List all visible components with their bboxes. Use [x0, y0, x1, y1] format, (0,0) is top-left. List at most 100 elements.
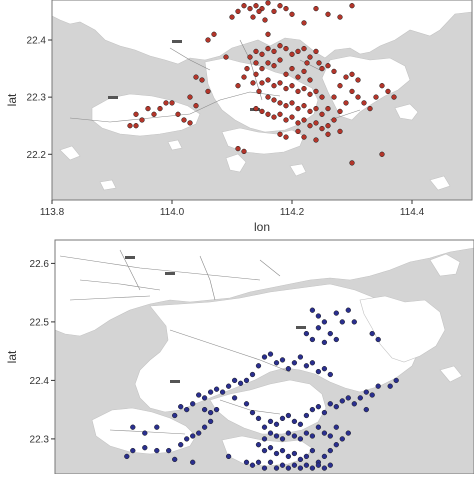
bottom-point: [375, 336, 381, 343]
top-point: [361, 100, 367, 106]
top-x-tick-label: 114.2: [280, 207, 305, 218]
top-point: [343, 74, 349, 80]
top-point: [133, 123, 139, 129]
bottom-point: [339, 436, 345, 442]
top-point: [319, 94, 325, 100]
top-point: [235, 145, 241, 152]
bottom-point: [285, 465, 292, 471]
bottom-map-panel: 22.6 22.5 22.4 22.3 lat: [5, 239, 474, 475]
bottom-point: [130, 447, 136, 454]
top-point: [271, 114, 277, 120]
bottom-point: [207, 409, 214, 416]
bottom-point: [333, 404, 339, 410]
top-road-network: [69, 39, 361, 123]
bottom-point: [207, 418, 214, 425]
bottom-point: [309, 406, 316, 413]
top-map-panel: 22.4 22.3 22.2 113.8 114.0 114.2 114.4 lat lon: [5, 0, 473, 234]
bottom-y-axis-title: lat: [5, 350, 19, 363]
top-point: [277, 43, 283, 49]
bottom-point: [321, 409, 328, 416]
bottom-point: [309, 336, 316, 343]
top-point: [349, 3, 355, 9]
top-point: [289, 83, 295, 89]
bottom-point: [333, 336, 339, 343]
top-point: [295, 105, 301, 112]
top-x-axis-title: lon: [254, 220, 270, 234]
top-point: [271, 48, 277, 55]
bottom-point: [315, 325, 322, 331]
bottom-point: [309, 360, 316, 366]
top-point: [295, 128, 301, 135]
top-point: [256, 88, 262, 95]
top-point: [307, 108, 313, 115]
bottom-point: [303, 430, 310, 436]
bottom-map-label-1: [125, 256, 135, 259]
top-point: [265, 111, 271, 117]
bottom-point: [184, 436, 190, 442]
top-point: [271, 63, 277, 69]
bottom-point: [309, 465, 316, 471]
top-point: [253, 71, 259, 77]
top-point: [295, 88, 301, 95]
top-point: [319, 111, 325, 117]
bottom-point: [178, 404, 184, 410]
top-point: [349, 88, 355, 95]
top-point: [301, 117, 307, 123]
top-point: [301, 20, 307, 26]
top-point: [241, 3, 247, 9]
bottom-point: [297, 354, 304, 360]
top-point: [283, 45, 289, 52]
top-point: [247, 54, 253, 60]
top-point: [250, 80, 256, 86]
top-point: [283, 103, 289, 109]
bottom-point: [333, 424, 339, 430]
top-point: [301, 103, 307, 109]
top-point: [355, 94, 361, 100]
bottom-point: [249, 371, 256, 378]
bottom-point: [285, 430, 292, 436]
top-point: [244, 65, 250, 72]
top-landmass-hk-island: [221, 127, 305, 155]
top-point: [283, 117, 289, 123]
bottom-point: [261, 447, 268, 454]
top-point: [313, 105, 319, 112]
bottom-point: [267, 430, 274, 436]
top-y-tick-label: 22.2: [27, 150, 47, 161]
top-point: [271, 83, 277, 89]
bottom-point: [243, 401, 250, 407]
top-point: [283, 5, 289, 12]
top-landmass-islet-se: [99, 179, 117, 191]
top-point: [259, 108, 265, 115]
bottom-landmass-kowloon: [209, 379, 327, 435]
bottom-point: [345, 395, 351, 401]
bottom-point: [237, 380, 244, 386]
bottom-point: [231, 395, 238, 401]
bottom-point: [339, 319, 345, 325]
top-point: [325, 123, 331, 129]
top-point: [295, 120, 301, 126]
top-point: [307, 91, 313, 97]
bottom-y-tick-label: 22.6: [30, 259, 50, 270]
bottom-point: [321, 339, 328, 346]
bottom-point: [285, 412, 292, 419]
bottom-point: [261, 354, 268, 360]
top-point: [127, 123, 133, 129]
bottom-point: [333, 310, 339, 316]
top-point: [313, 137, 319, 143]
top-point: [265, 60, 271, 66]
top-landmass-islet-e2: [429, 175, 451, 191]
top-point: [229, 14, 235, 20]
top-point: [277, 80, 283, 86]
bottom-point: [291, 462, 298, 468]
top-point: [271, 97, 277, 103]
top-point: [253, 60, 259, 66]
bottom-point: [190, 401, 196, 407]
bottom-point: [273, 421, 280, 427]
top-point: [211, 31, 217, 37]
bottom-point: [297, 456, 304, 463]
bottom-point: [154, 447, 160, 454]
top-point: [337, 83, 343, 89]
bottom-point: [309, 433, 316, 439]
top-point: [295, 48, 301, 55]
top-point: [391, 94, 397, 100]
